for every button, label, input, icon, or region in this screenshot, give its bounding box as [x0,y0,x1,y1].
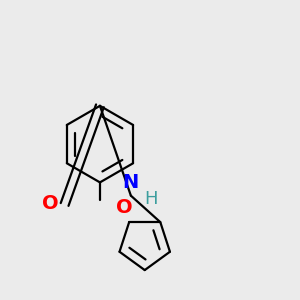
Text: N: N [123,173,139,192]
Text: O: O [116,198,133,217]
Text: O: O [41,194,58,213]
Text: H: H [144,190,158,208]
